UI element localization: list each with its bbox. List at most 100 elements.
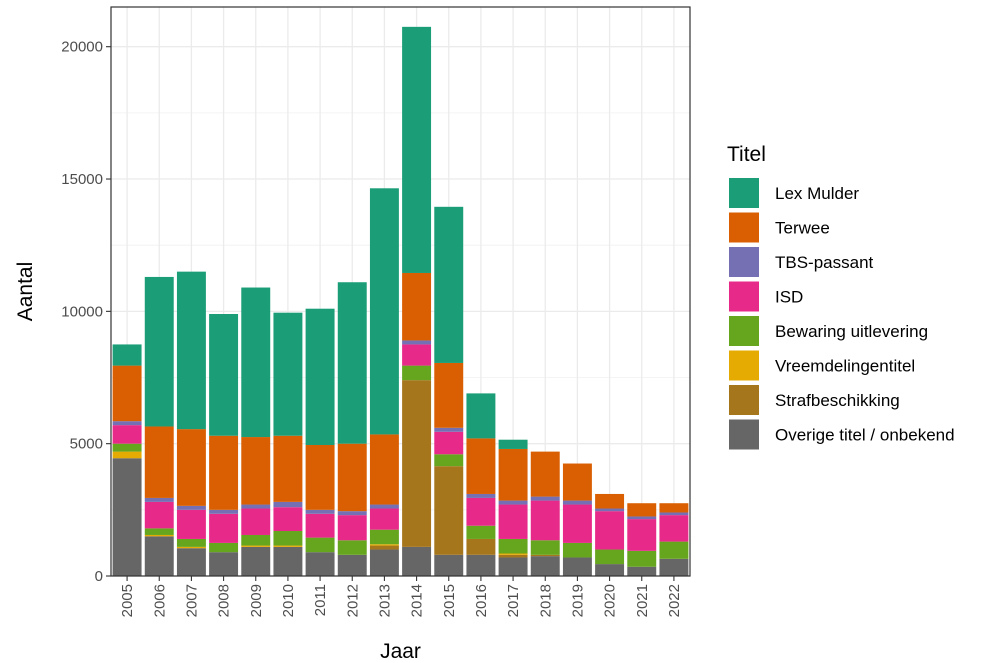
bar-segment	[273, 312, 303, 436]
bar-segment	[144, 536, 174, 576]
bar-segment	[305, 308, 335, 445]
bar-segment	[402, 340, 432, 345]
bar-segment	[144, 534, 174, 537]
bar-segment	[337, 443, 367, 512]
legend-swatch	[729, 385, 759, 415]
bar-segment	[209, 542, 239, 553]
bar-segment	[209, 509, 239, 514]
bar-segment	[434, 427, 464, 432]
bar-segment	[595, 511, 625, 550]
bar-segment	[369, 188, 399, 435]
bar-segment	[562, 557, 592, 576]
x-axis: 2005 2006 2007 2008 2009 2010 2011 2012 2013 2014…	[119, 576, 683, 617]
bar-segment	[627, 566, 657, 576]
bar-segment	[144, 276, 174, 427]
bar-segment	[659, 558, 689, 576]
y-axis: 0 5000 10000 15000 20000	[61, 39, 111, 585]
bar-segment	[273, 545, 303, 547]
legend-label: Vreemdelingentitel	[775, 357, 915, 376]
bar-segment	[369, 545, 399, 550]
bar-segment	[659, 515, 689, 542]
legend-label: ISD	[775, 288, 803, 307]
bar-segment	[305, 513, 335, 538]
bar-segment	[562, 542, 592, 558]
bar-segment	[434, 466, 464, 555]
bar-segment	[498, 553, 528, 555]
legend-label: Strafbeschikking	[775, 391, 900, 410]
bar-segment	[498, 439, 528, 449]
bar-segment	[144, 497, 174, 502]
panel-border	[110, 6, 691, 577]
bar-segment	[530, 540, 560, 555]
bar-segment	[562, 500, 592, 505]
bar-segment	[176, 505, 206, 510]
bar-segment	[369, 504, 399, 509]
bar-segment	[112, 451, 142, 459]
bar-segment	[273, 531, 303, 546]
bar-segment	[369, 508, 399, 530]
y-tick-label: 15000	[61, 171, 103, 188]
bar-segment	[273, 507, 303, 532]
bar-segment	[562, 463, 592, 501]
bar-segment	[337, 554, 367, 576]
bar-segment	[176, 548, 206, 576]
bar-segment	[209, 313, 239, 436]
bar-segment	[369, 529, 399, 545]
bar-segment	[209, 552, 239, 576]
bar-segment	[112, 425, 142, 444]
bar-segment	[241, 504, 271, 509]
bar-segment	[144, 528, 174, 535]
bar-segment	[498, 500, 528, 505]
legend-swatch	[729, 178, 759, 208]
x-axis-title: Jaar	[380, 640, 421, 663]
y-axis-title: Aantal	[14, 262, 37, 322]
bar-segment	[466, 497, 496, 526]
bar-segment	[241, 508, 271, 535]
x-tick-label: 2007	[183, 584, 200, 617]
legend-label: Bewaring uitlevering	[775, 322, 928, 341]
x-tick-label: 2005	[119, 584, 136, 617]
x-tick-label: 2011	[312, 584, 329, 616]
x-tick-label: 2016	[473, 584, 490, 617]
x-tick-label: 2006	[151, 584, 168, 617]
bar-segment	[241, 545, 271, 547]
bar-segment	[273, 546, 303, 576]
bar-segment	[627, 516, 657, 520]
bar-segment	[112, 365, 142, 422]
bar-segment	[241, 287, 271, 438]
bar-segment	[144, 426, 174, 498]
bar-segment	[402, 344, 432, 366]
bar-segment	[369, 434, 399, 505]
legend-swatch	[729, 316, 759, 346]
bar-segment	[176, 546, 206, 549]
bar-segment	[241, 546, 271, 576]
bar-segment	[562, 504, 592, 543]
bar-segment	[498, 554, 528, 558]
bar-segment	[595, 493, 625, 509]
bar-segment	[369, 549, 399, 576]
bar-segment	[176, 429, 206, 506]
x-tick-label: 2020	[602, 584, 619, 617]
bar-segment	[273, 501, 303, 508]
x-tick-label: 2008	[216, 584, 233, 617]
bar-segment	[498, 557, 528, 576]
bar-segment	[112, 344, 142, 366]
y-tick-label: 20000	[61, 39, 103, 56]
bar-segment	[530, 451, 560, 497]
legend-label: Lex Mulder	[775, 184, 859, 203]
bar-segment	[305, 537, 335, 553]
bar-segment	[402, 365, 432, 381]
bar-segment	[466, 525, 496, 539]
legend-swatch	[729, 281, 759, 312]
bar-segment	[273, 435, 303, 502]
bar-segment	[402, 380, 432, 547]
bar-segment	[466, 393, 496, 439]
legend-label: Overige titel / onbekend	[775, 426, 955, 445]
y-tick-label: 5000	[70, 436, 103, 453]
legend-label: TBS-passant	[775, 253, 874, 272]
x-tick-label: 2010	[280, 584, 297, 617]
legend-label: Terwee	[775, 219, 830, 238]
bar-segment	[337, 540, 367, 555]
x-tick-label: 2018	[537, 584, 554, 617]
